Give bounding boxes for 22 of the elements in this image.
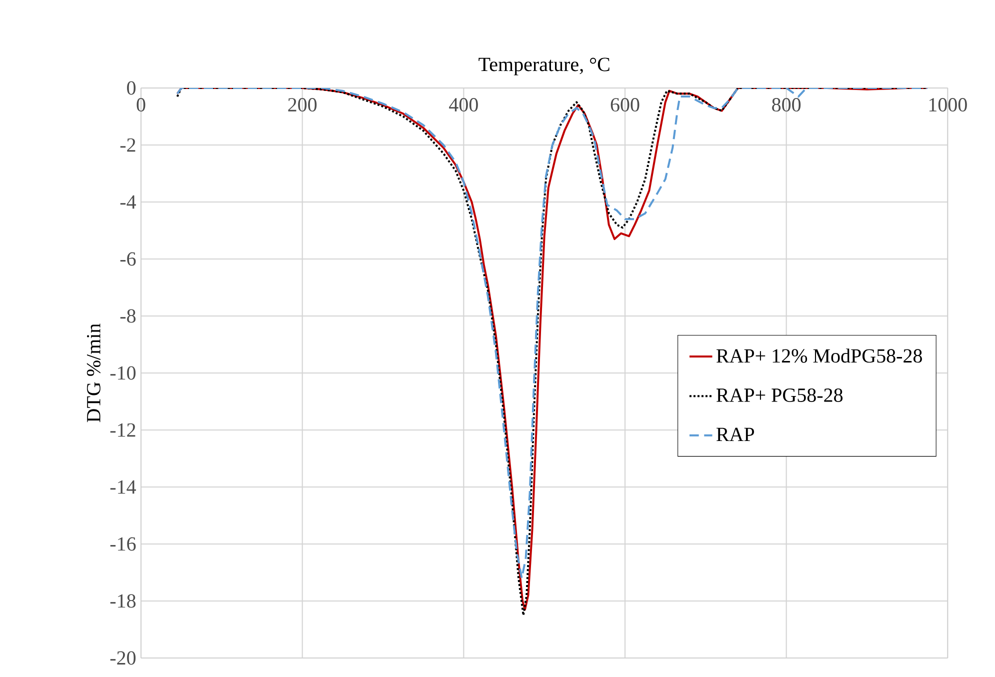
y-tick-label: -20 [110,651,136,665]
legend-label: RAP+ 12% ModPG58-28 [716,348,922,363]
y-tick-label: -12 [110,423,136,437]
x-tick-label: 800 [772,98,801,112]
y-tick-label: -10 [110,366,136,380]
x-tick-label: 0 [136,98,146,112]
y-tick-label: 0 [127,81,136,95]
x-axis-title: Temperature, °C [478,58,610,76]
x-tick-label: 1000 [929,98,967,112]
y-tick-label: -14 [110,480,136,494]
y-tick-label: -4 [120,195,136,209]
y-tick-label: -18 [110,594,136,608]
legend-label: RAP [716,428,754,441]
x-tick-label: 600 [610,98,640,112]
x-tick-label: 400 [449,98,478,112]
x-tick-label: 200 [288,98,317,112]
y-tick-label: -6 [120,252,136,266]
y-tick-label: -16 [110,537,136,551]
y-tick-label: -8 [120,309,136,323]
legend-label: RAP+ PG58-28 [716,388,843,402]
y-axis-title: DTG %/min [86,324,100,422]
y-tick-label: -2 [120,138,136,152]
